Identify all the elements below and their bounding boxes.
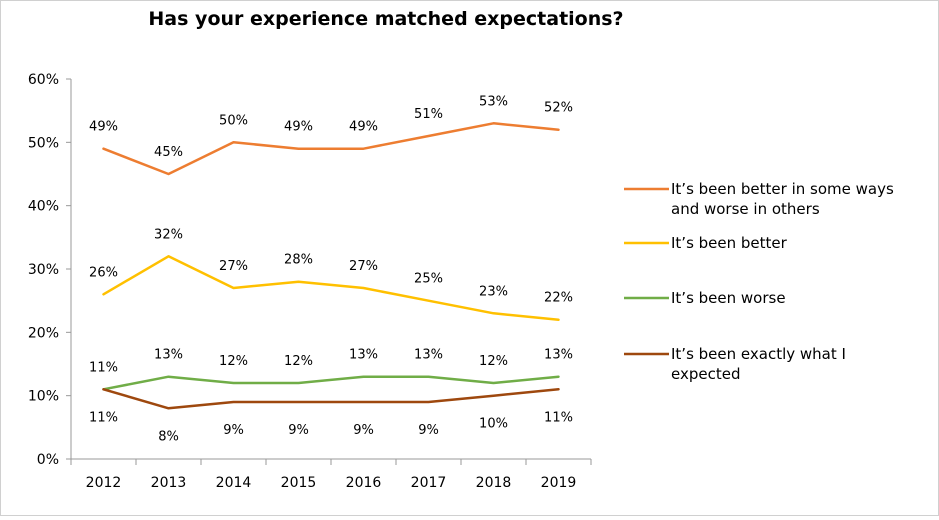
data-label: 13% [414,348,443,363]
data-label: 52% [544,101,573,116]
data-label: 49% [349,120,378,135]
x-tick-label: 2018 [476,475,512,491]
x-tick-label: 2013 [151,475,187,491]
x-tick-label: 2017 [411,475,447,491]
data-label: 53% [479,94,508,109]
legend-entry: It’s been worse [671,289,786,307]
data-label: 25% [414,272,443,287]
data-labels: 49% 45% 50% 49% 49% 51% 53% 52% 26% 32% 27% 28% 27% 2… [89,94,573,444]
series-line [102,122,560,176]
chart-title: Has your experience matched expectations… [148,8,623,30]
legend: It’s been better in some ways and worse i… [624,180,894,383]
data-label: 13% [544,348,573,363]
data-label: 23% [479,284,508,299]
y-tick-label: 30% [28,262,59,278]
legend-entry: expected [671,365,740,383]
x-tick-label: 2016 [346,475,382,491]
x-tick-label: 2015 [281,475,317,491]
axes: 0% 10% 20% 30% 40% 50% 60% 2012 2013 2014 2015 2016… [28,72,592,491]
data-label: 9% [223,423,244,438]
data-label: 27% [219,259,248,274]
data-label: 12% [479,354,508,369]
legend-entry: It’s been better in some ways [671,180,894,198]
series-layer [102,122,560,410]
series-line [102,255,560,321]
y-tick-label: 60% [28,72,59,88]
data-label: 11% [89,410,118,425]
legend-entry: and worse in others [671,200,820,218]
data-label: 12% [284,354,313,369]
y-tick-label: 20% [28,325,59,341]
data-label: 8% [158,429,179,444]
data-label: 28% [284,253,313,268]
data-label: 22% [544,291,573,306]
data-label: 10% [479,417,508,432]
data-label: 12% [219,354,248,369]
x-tick-label: 2014 [216,475,252,491]
series-line [102,375,560,391]
data-label: 49% [89,120,118,135]
data-label: 11% [89,360,118,375]
data-label: 26% [89,265,118,280]
y-tick-label: 50% [28,135,59,151]
data-label: 9% [418,423,439,438]
legend-entry: It’s been better [671,234,788,252]
y-tick-label: 0% [37,452,59,468]
data-label: 49% [284,120,313,135]
legend-entry: It’s been exactly what I [671,345,846,363]
x-tick-label: 2012 [86,475,122,491]
data-label: 13% [154,348,183,363]
y-tick-label: 10% [28,389,59,405]
data-label: 45% [154,145,183,160]
y-tick-label: 40% [28,199,59,215]
data-label: 9% [353,423,374,438]
data-label: 51% [414,107,443,122]
x-tick-label: 2019 [541,475,577,491]
series-line [102,388,560,410]
data-label: 11% [544,410,573,425]
data-label: 13% [349,348,378,363]
data-label: 27% [349,259,378,274]
data-label: 32% [154,227,183,242]
data-label: 50% [219,113,248,128]
data-label: 9% [288,423,309,438]
